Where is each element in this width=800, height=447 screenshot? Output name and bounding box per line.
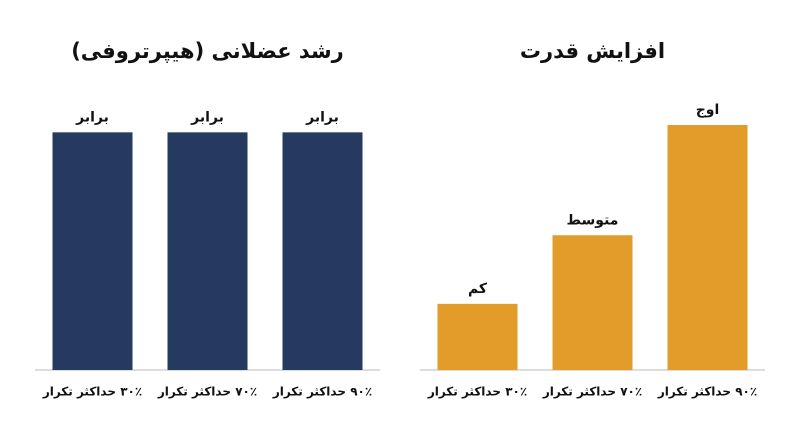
value-label: برابر xyxy=(305,109,339,125)
bar xyxy=(282,132,363,370)
value-label: متوسط xyxy=(567,212,619,228)
bar xyxy=(167,132,248,370)
value-label: اوج xyxy=(696,102,720,118)
chart-title: افزایش قدرت xyxy=(520,39,665,63)
bar xyxy=(437,303,518,370)
chart-title: رشد عضلانی (هیپرتروفی) xyxy=(71,39,344,63)
x-tick-label: ۷۰٪ حداکثر تکرار xyxy=(542,385,642,399)
value-label: برابر xyxy=(75,109,109,125)
x-tick-label: ۳۰٪ حداکثر تکرار xyxy=(42,385,142,399)
x-tick-label: ۳۰٪ حداکثر تکرار xyxy=(427,385,527,399)
x-tick-label: ۷۰٪ حداکثر تکرار xyxy=(157,385,257,399)
bar xyxy=(667,125,748,370)
x-tick-label: ۹۰٪ حداکثر تکرار xyxy=(657,385,757,399)
value-label: کم xyxy=(468,281,488,297)
bar xyxy=(52,132,133,370)
bar xyxy=(552,235,633,370)
value-label: برابر xyxy=(190,109,224,125)
x-tick-label: ۹۰٪ حداکثر تکرار xyxy=(272,385,372,399)
